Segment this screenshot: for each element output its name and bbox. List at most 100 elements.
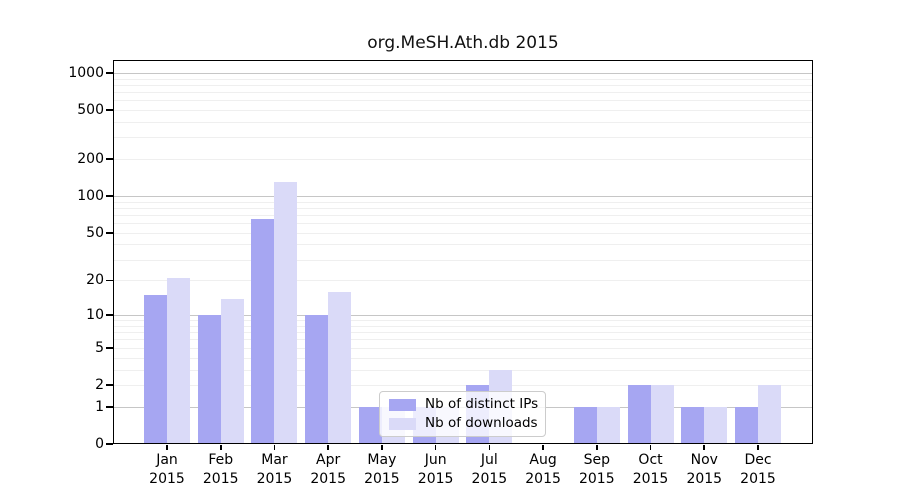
- bar-distinct-ips: [305, 315, 329, 444]
- x-tick-mark: [219, 445, 222, 450]
- major-gridline: [113, 315, 813, 317]
- y-tick-mark: [106, 384, 113, 386]
- minor-gridline: [113, 320, 813, 322]
- y-tick-label: 10: [86, 307, 104, 324]
- bar-distinct-ips: [197, 315, 221, 444]
- major-gridline: [113, 72, 813, 74]
- minor-gridline: [113, 223, 813, 225]
- minor-gridline: [113, 280, 813, 282]
- x-tick-year: 2015: [310, 471, 346, 487]
- x-tick-mark: [434, 445, 437, 450]
- x-tick-month: Oct: [638, 452, 663, 468]
- bar-distinct-ips: [734, 406, 758, 444]
- x-tick-label: May 2015: [342, 451, 422, 489]
- x-tick-year: 2015: [364, 471, 400, 487]
- legend-entry: Nb of downloads: [389, 416, 538, 431]
- x-tick-month: Nov: [690, 452, 718, 468]
- x-tick-year: 2015: [686, 471, 723, 487]
- x-tick-year: 2015: [202, 471, 239, 487]
- y-tick-label: 200: [77, 151, 104, 168]
- y-tick-label: 5: [95, 339, 104, 356]
- bar-downloads: [650, 384, 674, 444]
- minor-gridline: [113, 201, 813, 203]
- minor-gridline: [113, 232, 813, 234]
- bar-downloads: [274, 182, 298, 444]
- bar-downloads: [596, 406, 620, 444]
- bar-downloads: [167, 277, 190, 444]
- y-tick-label: 0: [95, 436, 104, 452]
- y-tick-mark: [106, 405, 113, 408]
- minor-gridline: [113, 110, 813, 112]
- y-tick-label: 2: [95, 376, 104, 393]
- legend-entry: Nb of distinct IPs: [389, 396, 539, 412]
- minor-gridline: [113, 100, 813, 102]
- major-gridline: [113, 196, 813, 198]
- legend-swatch-downloads: [389, 417, 416, 430]
- bar-distinct-ips: [144, 295, 167, 444]
- x-tick-label: Nov 2015: [664, 451, 744, 489]
- x-tick-month: Aug: [529, 452, 557, 468]
- legend: Nb of distinct IPs Nb of downloads: [379, 391, 546, 437]
- y-tick-mark: [106, 346, 113, 349]
- x-tick-label: Jan 2015: [127, 451, 207, 489]
- x-tick-year: 2015: [149, 471, 185, 487]
- bar-distinct-ips: [627, 384, 651, 444]
- y-tick-label: 100: [77, 188, 104, 205]
- bar-distinct-ips: [681, 406, 705, 444]
- minor-gridline: [113, 259, 813, 261]
- legend-label: Nb of distinct IPs: [425, 396, 539, 412]
- x-tick-year: 2015: [256, 471, 293, 487]
- minor-gridline: [113, 84, 813, 86]
- y-tick-mark: [106, 279, 113, 282]
- minor-gridline: [113, 207, 813, 209]
- x-tick-label: Jul 2015: [449, 451, 529, 489]
- y-tick-label: 20: [86, 272, 104, 289]
- x-tick-month: Jan: [156, 452, 178, 468]
- x-tick-mark: [703, 445, 706, 450]
- minor-gridline: [113, 214, 813, 216]
- bar-downloads: [220, 298, 244, 444]
- y-tick-label: 1000: [68, 64, 104, 81]
- x-tick-month: Sep: [583, 452, 610, 468]
- bar-distinct-ips: [573, 406, 597, 444]
- minor-gridline: [113, 137, 813, 139]
- bar-downloads: [328, 291, 352, 444]
- y-tick-mark: [106, 314, 113, 316]
- x-tick-year: 2015: [632, 471, 669, 487]
- x-tick-label: Oct 2015: [611, 451, 691, 489]
- x-tick-year: 2015: [578, 471, 615, 487]
- bar-distinct-ips: [251, 218, 275, 444]
- y-tick-mark: [106, 158, 113, 160]
- minor-gridline: [113, 91, 813, 93]
- bar-distinct-ips: [358, 406, 382, 444]
- x-tick-mark: [649, 445, 652, 450]
- x-tick-label: Mar 2015: [234, 451, 314, 489]
- x-tick-month: Jul: [480, 452, 498, 468]
- minor-gridline: [113, 325, 813, 327]
- x-tick-label: Aug 2015: [503, 451, 583, 489]
- bar-downloads: [757, 384, 781, 444]
- y-tick-mark: [106, 443, 113, 445]
- y-tick-mark: [106, 109, 113, 111]
- x-tick-year: 2015: [740, 471, 776, 487]
- x-tick-month: Feb: [208, 452, 234, 468]
- x-tick-mark: [327, 445, 329, 450]
- y-tick-label: 500: [77, 102, 104, 119]
- x-tick-mark: [273, 445, 276, 450]
- minor-gridline: [113, 78, 813, 80]
- minor-gridline: [113, 339, 813, 341]
- y-tick-mark: [106, 72, 113, 74]
- plot-area: [113, 60, 813, 444]
- minor-gridline: [113, 159, 813, 161]
- x-tick-year: 2015: [525, 471, 561, 487]
- x-tick-mark: [381, 445, 383, 450]
- minor-gridline: [113, 347, 813, 349]
- y-tick-label: 50: [86, 224, 104, 241]
- minor-gridline: [113, 332, 813, 334]
- minor-gridline: [113, 384, 813, 386]
- x-tick-label: Sep 2015: [557, 451, 637, 489]
- x-tick-mark: [488, 445, 491, 450]
- minor-gridline: [113, 244, 813, 246]
- minor-gridline: [113, 357, 813, 359]
